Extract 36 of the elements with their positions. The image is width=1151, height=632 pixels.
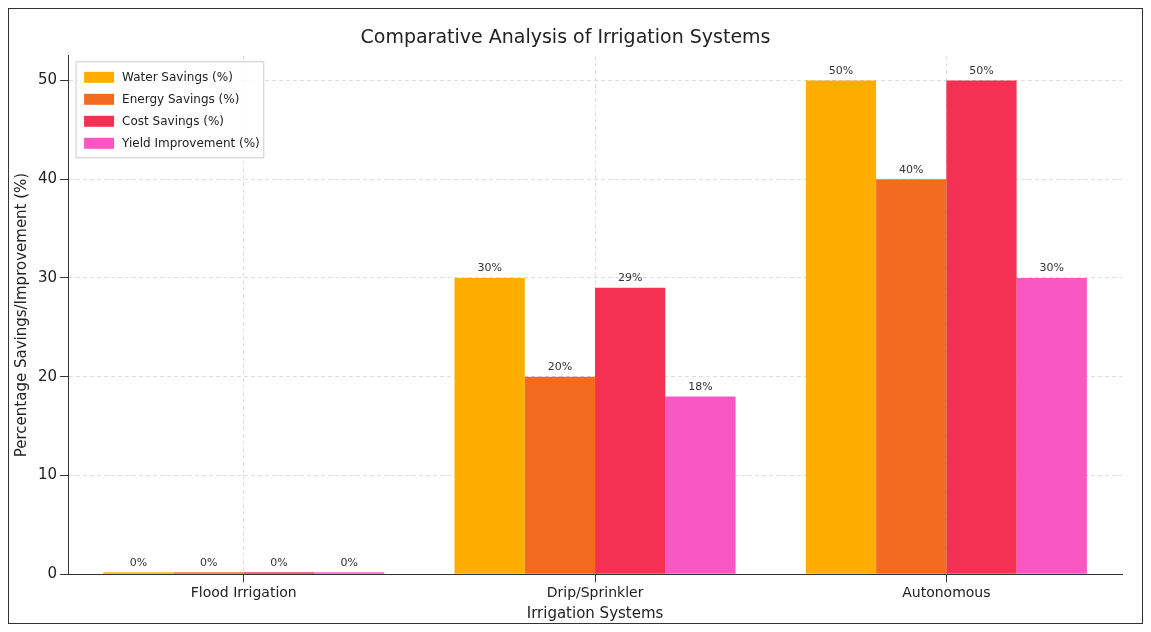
- data-label: 0%: [129, 555, 148, 569]
- data-label: 50%: [828, 63, 854, 77]
- legend-label: Cost Savings (%): [122, 113, 225, 128]
- x-tick-label: Drip/Sprinkler: [546, 584, 644, 601]
- chart-title: Comparative Analysis of Irrigation Systems: [360, 25, 771, 48]
- bar: [454, 277, 525, 574]
- bar: [665, 396, 736, 574]
- bar: [946, 80, 1017, 574]
- y-tick-label: 30: [37, 267, 58, 286]
- data-label: 29%: [617, 271, 643, 285]
- data-label: 0%: [340, 555, 358, 569]
- data-label: 50%: [969, 63, 994, 77]
- y-axis-title: Percentage Savings/Improvement (%): [11, 172, 30, 458]
- data-label: 0%: [270, 555, 288, 569]
- data-label: 30%: [1039, 261, 1064, 275]
- y-tick-label: 50: [37, 70, 58, 89]
- y-tick-label: 20: [37, 366, 58, 385]
- bar: [805, 80, 877, 574]
- legend-label: Water Savings (%): [122, 69, 233, 84]
- data-label: 18%: [688, 379, 713, 393]
- x-tick-label: Flood Irrigation: [190, 584, 297, 601]
- data-label: 30%: [477, 261, 502, 275]
- y-tick-label: 40: [37, 169, 58, 188]
- y-tick-label: 0: [47, 564, 58, 583]
- data-label: 40%: [898, 162, 924, 176]
- legend-label: Energy Savings (%): [122, 91, 240, 106]
- data-label: 20%: [547, 360, 573, 374]
- legend-label: Yield Improvement (%): [121, 135, 260, 150]
- bar: [595, 287, 666, 574]
- x-axis-title: Irrigation Systems: [526, 603, 664, 622]
- bar: [876, 179, 947, 574]
- bar: [1016, 277, 1087, 574]
- y-tick-label: 10: [37, 465, 58, 484]
- bar: [524, 376, 596, 574]
- data-label: 0%: [199, 555, 218, 569]
- x-tick-label: Autonomous: [902, 584, 991, 601]
